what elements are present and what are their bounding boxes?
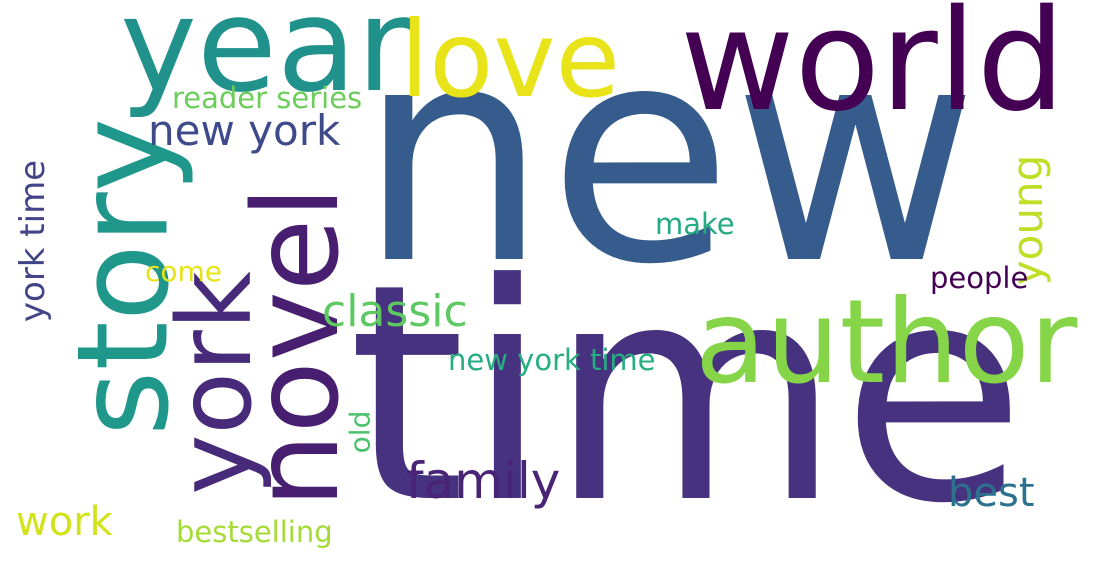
word-make: make bbox=[655, 207, 735, 241]
word-year: year bbox=[120, 0, 411, 121]
word-new: new bbox=[358, 0, 979, 330]
word-best: best bbox=[948, 470, 1035, 516]
word-york: york bbox=[155, 271, 275, 495]
word-work: work bbox=[16, 499, 113, 545]
word-author: author bbox=[695, 275, 1078, 410]
word-people: people bbox=[930, 261, 1029, 295]
word-new-york: new york bbox=[148, 106, 341, 155]
word-new-york-time: new york time bbox=[448, 343, 656, 377]
word-family: family bbox=[406, 452, 561, 510]
word-bestselling: bestselling bbox=[176, 515, 333, 549]
word-world: world bbox=[680, 0, 1066, 143]
word-love: love bbox=[400, 0, 621, 121]
word-classic: classic bbox=[322, 286, 468, 337]
word-old: old bbox=[343, 410, 377, 454]
word-come: come bbox=[145, 255, 223, 288]
word-york-time: york time bbox=[13, 159, 54, 323]
word-reader-series: reader series bbox=[172, 81, 363, 115]
word-time: time bbox=[348, 220, 1026, 562]
